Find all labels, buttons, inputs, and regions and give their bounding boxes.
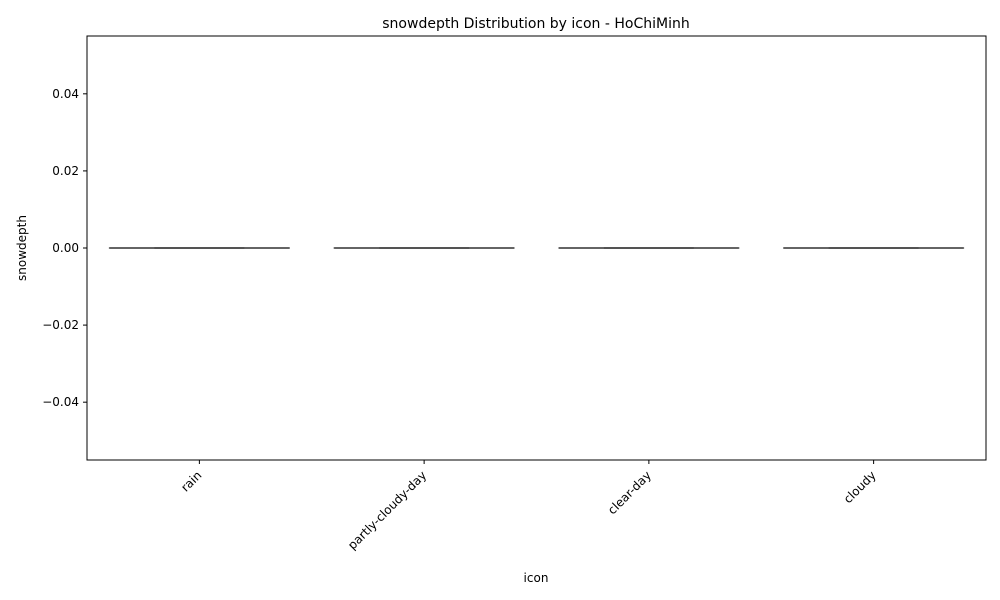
- y-axis-label: snowdepth: [15, 215, 29, 281]
- y-tick-label: 0.00: [52, 241, 79, 255]
- y-tick-label: −0.04: [42, 395, 79, 409]
- x-tick-label: partly-cloudy-day: [345, 468, 429, 552]
- y-tick-label: 0.04: [52, 87, 79, 101]
- x-tick-label: rain: [178, 468, 204, 494]
- x-axis-label: icon: [524, 571, 549, 585]
- y-tick-label: 0.02: [52, 164, 79, 178]
- y-tick-label: −0.02: [42, 318, 79, 332]
- chart-title: snowdepth Distribution by icon - HoChiMi…: [382, 16, 689, 32]
- axes: −0.04 −0.02 0.00 0.02 0.04 rain partly-cloudy-…: [42, 35, 987, 552]
- x-tick-label: clear-day: [605, 468, 654, 517]
- x-tick-label: cloudy: [841, 468, 879, 506]
